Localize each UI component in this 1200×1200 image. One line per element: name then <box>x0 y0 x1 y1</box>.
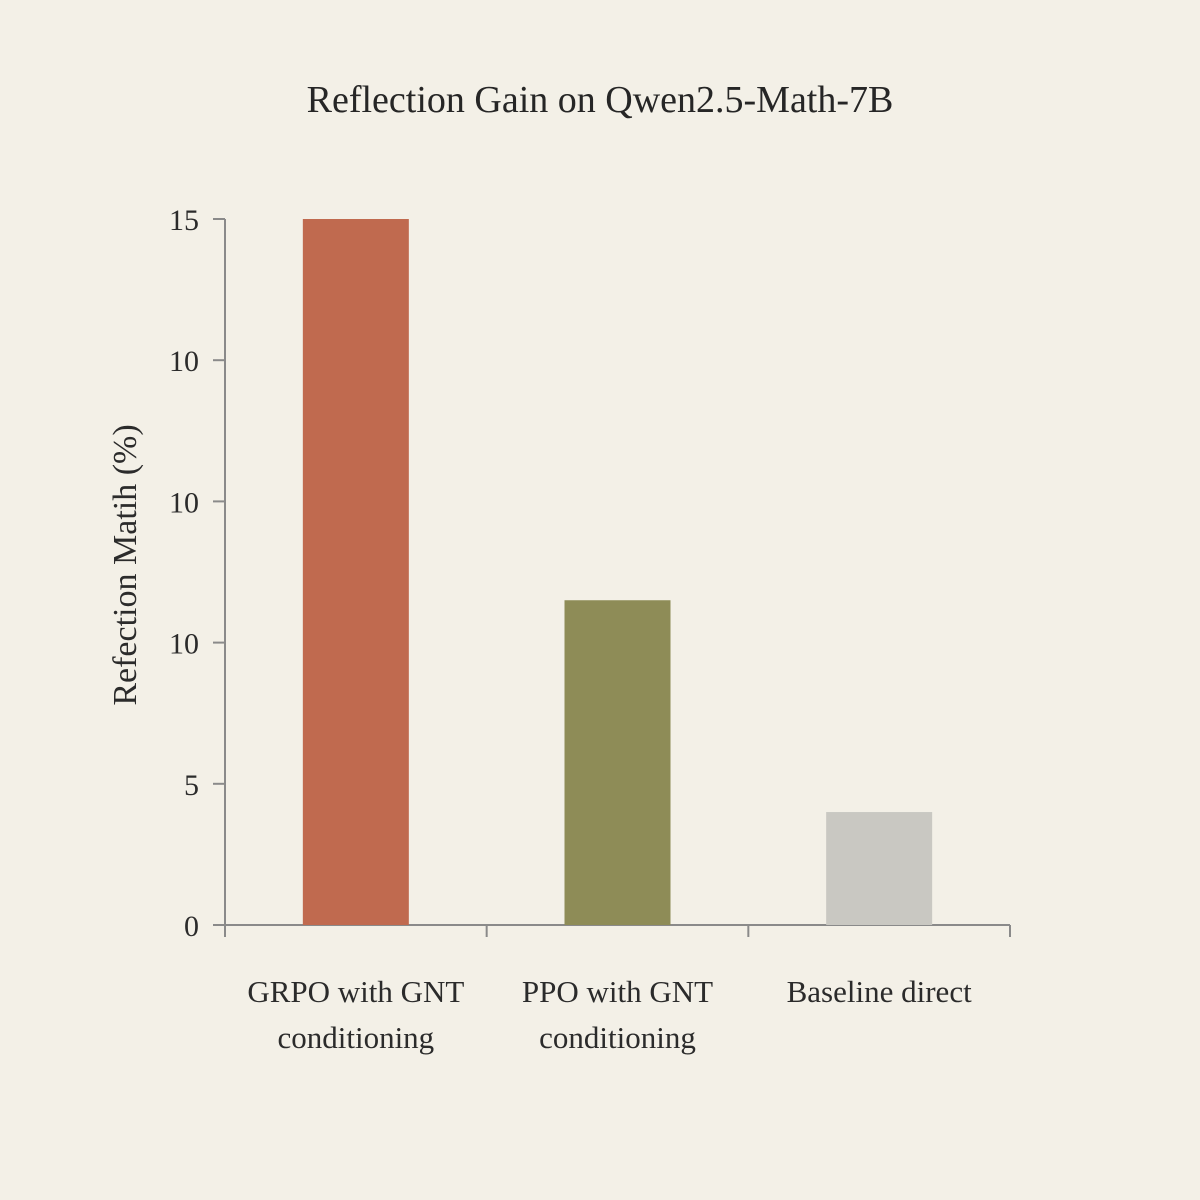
bar <box>826 812 933 925</box>
y-tick-label: 5 <box>184 769 199 802</box>
x-category-label: conditioning <box>539 1020 696 1055</box>
x-axis <box>224 924 1011 937</box>
y-tick-label: 10 <box>169 628 199 661</box>
x-category-label: GRPO with GNT <box>247 974 464 1009</box>
y-tick-label: 10 <box>169 345 199 378</box>
bar <box>564 600 671 925</box>
category-labels: GRPO with GNT conditioning PPO with GNT con… <box>247 974 972 1055</box>
x-category-label: Baseline direct <box>787 974 972 1009</box>
y-tick-label: 15 <box>169 204 199 237</box>
y-axis: 0 5 10 10 10 15 <box>169 204 226 943</box>
y-axis-title: Refection Matih (%) <box>107 424 144 705</box>
y-tick-label: 0 <box>184 910 199 943</box>
chart-title: Reflection Gain on Qwen2.5-Math-7B <box>306 79 894 121</box>
bars <box>302 219 933 925</box>
bar <box>302 219 409 925</box>
y-tick-label: 10 <box>169 486 199 519</box>
x-category-label: PPO with GNT <box>522 974 713 1009</box>
x-category-label: conditioning <box>277 1020 434 1055</box>
